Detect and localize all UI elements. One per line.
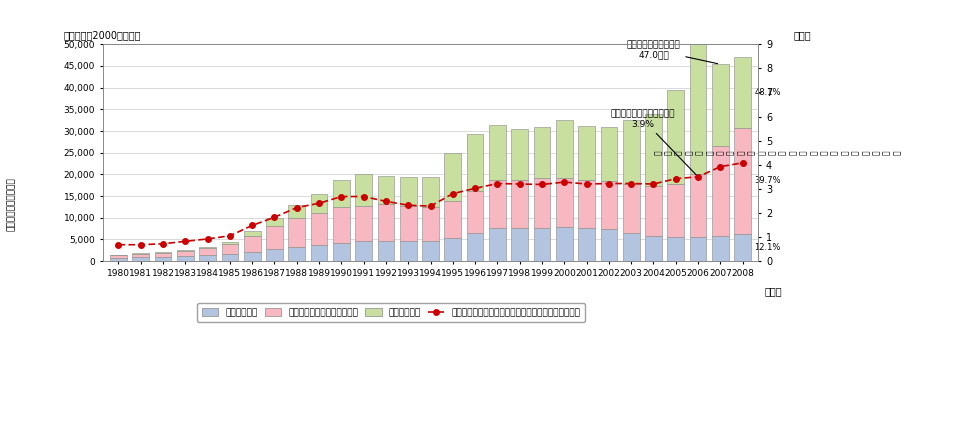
Text: 39.7%: 39.7% [755,176,780,185]
Bar [244,231,260,236]
Bar [400,206,417,241]
Bar [645,113,661,186]
Bar [601,127,617,181]
Bar [734,57,751,128]
Text: （十億円、2000年価格）: （十億円、2000年価格） [63,30,141,40]
Bar [601,181,617,229]
Bar [734,128,751,234]
Bar [377,241,395,261]
Bar [667,90,684,184]
Bar [244,236,260,252]
Bar [534,178,550,228]
Bar [422,241,439,261]
Bar [489,228,506,261]
Text: （年）: （年） [765,286,782,296]
Bar [377,204,395,241]
Bar [288,218,305,247]
Bar [512,228,528,261]
Bar [489,125,506,181]
Bar [578,126,595,181]
Bar [534,127,550,178]
Bar [578,181,595,228]
Bar [556,227,573,261]
Bar [444,201,461,238]
Bar [467,233,484,261]
Text: 情報通信資本ストック比率
3.9%: 情報通信資本ストック比率 3.9% [611,109,696,175]
Bar [689,44,707,173]
Bar [355,206,372,241]
Y-axis label: 民
間
資
本
ス
ト
ッ
ク
に
占
め
る
情
報
通
信
資
本
ス
ト
ッ
ク
比
率: 民 間 資 本 ス ト ッ ク に 占 め る 情 報 通 信 資 本 ス ト … [654,150,901,155]
Bar [222,242,238,244]
Bar [155,252,172,253]
Bar [444,153,461,201]
Bar [200,247,216,248]
Legend: 電気通信機器, 電子計算機本体・同付属装置, ソフトウェア, 民間資本ストックに占める情報通信資本ストック比率: 電気通信機器, 電子計算機本体・同付属装置, ソフトウェア, 民間資本ストックに… [197,303,586,322]
Bar [155,257,172,261]
Bar [333,243,349,261]
Text: （％）: （％） [793,30,810,40]
Bar [422,177,439,207]
Bar [177,256,194,261]
Bar [578,228,595,261]
Bar [200,255,216,261]
Bar [712,64,729,146]
Bar [311,194,327,212]
Bar [333,180,349,207]
Bar [266,249,283,261]
Bar [623,184,639,233]
Bar [132,257,149,261]
Text: 48.1%: 48.1% [755,88,780,97]
Bar [556,178,573,227]
Bar [200,248,216,255]
Bar [667,237,684,261]
Bar [110,255,127,258]
Bar [311,245,327,261]
Bar [645,186,661,236]
Bar [689,237,707,261]
Bar [333,207,349,243]
Bar [266,226,283,249]
Bar [645,236,661,261]
Bar [623,120,639,184]
Bar [400,176,417,206]
Bar [355,173,372,206]
Bar [400,241,417,261]
Bar [266,218,283,226]
Bar [132,253,149,254]
Bar [534,228,550,261]
Bar [467,191,484,233]
Bar [177,251,194,256]
Bar [734,234,751,261]
Bar [444,238,461,261]
Bar [288,247,305,261]
Bar [288,205,305,218]
Bar [355,241,372,261]
Text: 情報通信資本ストック
47.0兆円: 情報通信資本ストック 47.0兆円 [627,40,718,64]
Bar [512,180,528,228]
Bar [623,233,639,261]
Bar [712,235,729,261]
Bar [244,252,260,261]
Text: 12.1%: 12.1% [755,243,780,252]
Bar [512,129,528,180]
Bar [667,184,684,237]
Bar [712,146,729,235]
Text: 情報通信資本ストック: 情報通信資本ストック [7,177,16,231]
Bar [556,120,573,178]
Bar [467,133,484,191]
Bar [222,244,238,254]
Bar [377,176,395,204]
Bar [110,258,127,261]
Bar [132,254,149,257]
Bar [311,212,327,245]
Bar [689,173,707,237]
Bar [601,229,617,261]
Bar [155,253,172,257]
Bar [489,181,506,228]
Bar [422,207,439,241]
Bar [222,254,238,261]
Bar [177,250,194,251]
